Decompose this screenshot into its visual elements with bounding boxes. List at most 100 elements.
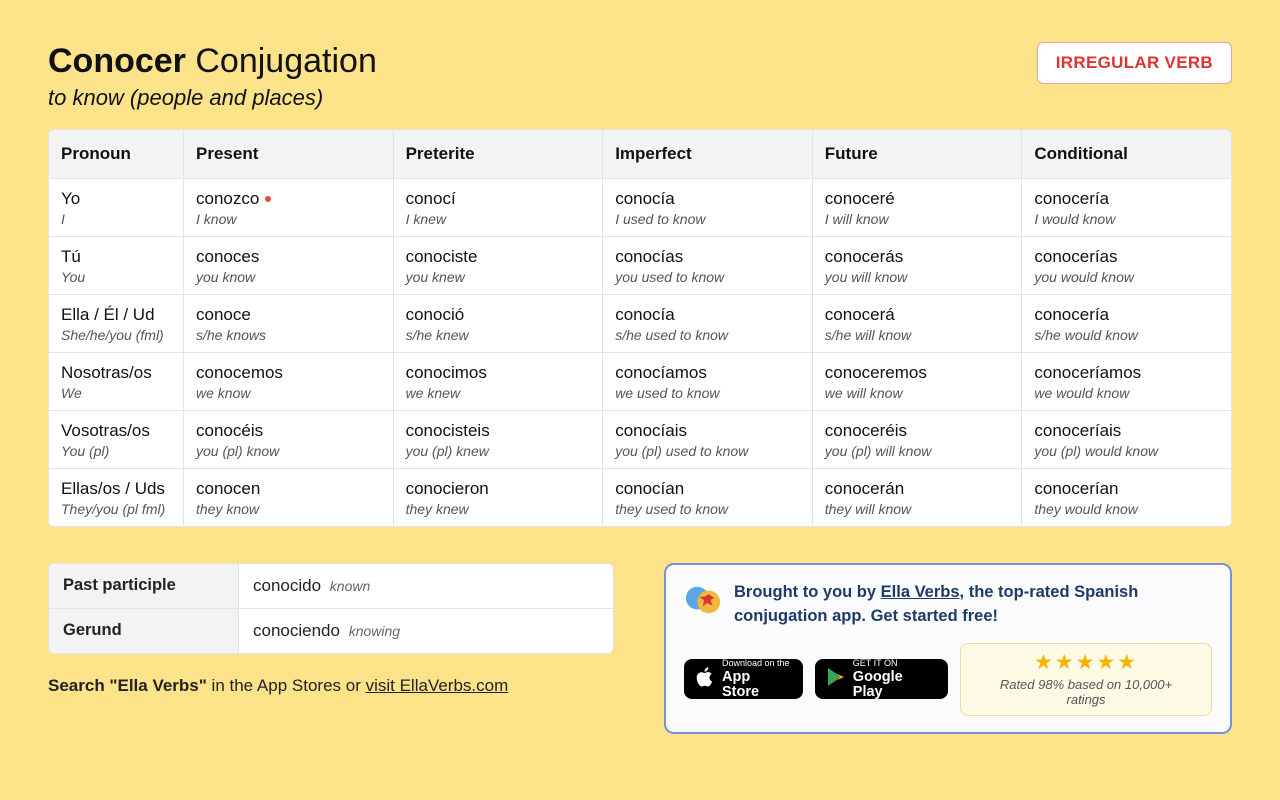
- form-es: conocías: [615, 247, 800, 267]
- verb-name: Conocer: [48, 42, 186, 80]
- form-en: you will know: [825, 269, 1010, 285]
- conjugation-cell: conocías you used to know: [603, 236, 813, 294]
- column-header: Conditional: [1022, 130, 1231, 178]
- conjugation-cell: conocenthey know: [184, 468, 394, 526]
- form-es: conociste: [406, 247, 591, 267]
- conjugation-cell: conoceríanthey would know: [1022, 468, 1231, 526]
- pronoun-es: Tú: [61, 247, 171, 267]
- conjugation-cell: conocería I would know: [1022, 178, 1231, 236]
- play-big: Google Play: [853, 670, 936, 699]
- conjugation-cell: conocemoswe know: [184, 352, 394, 410]
- conjugation-cell: conocíaisyou (pl) used to know: [603, 410, 813, 468]
- form-en: they will know: [825, 501, 1010, 517]
- conjugation-cell: conocimos we knew: [394, 352, 604, 410]
- form-en: I used to know: [615, 211, 800, 227]
- column-header: Future: [813, 130, 1023, 178]
- promo-before: Brought to you by: [734, 583, 881, 601]
- pronoun-en: I: [61, 211, 171, 227]
- pronoun-en: You: [61, 269, 171, 285]
- form-en: s/he will know: [825, 327, 1010, 343]
- irregular-dot-icon: [265, 196, 271, 202]
- table-row: Vosotras/osYou (pl)conocéisyou (pl) know…: [49, 410, 1231, 468]
- form-es: conoceremos: [825, 363, 1010, 383]
- google-play-button[interactable]: GET IT ON Google Play: [815, 659, 948, 699]
- title-block: Conocer Conjugation to know (people and …: [48, 42, 377, 111]
- form-en: you (pl) will know: [825, 443, 1010, 459]
- form-es: conocían: [615, 479, 800, 499]
- form-es: conocimos: [406, 363, 591, 383]
- table-row: Ella / Él / UdShe/he/you (fml)conoces/he…: [49, 294, 1231, 352]
- promo-top: Brought to you by Ella Verbs, the top-ra…: [684, 581, 1212, 629]
- form-es: conocí: [406, 189, 591, 209]
- form-es: conocerás: [825, 247, 1010, 267]
- table-row: YoIconozcoI knowconocíI knewconocíaI use…: [49, 178, 1231, 236]
- visit-link[interactable]: visit EllaVerbs.com: [366, 676, 509, 695]
- form-en: s/he knows: [196, 327, 381, 343]
- form-en: I knew: [406, 211, 591, 227]
- conjugation-cell: conoceríaisyou (pl) would know: [1022, 410, 1231, 468]
- form-en: we will know: [825, 385, 1010, 401]
- conjugation-cell: conoces/he knows: [184, 294, 394, 352]
- pronoun-cell: Tú You: [49, 236, 184, 294]
- pronoun-cell: Ellas/os / UdsThey/you (pl fml): [49, 468, 184, 526]
- conjugation-cell: conocerán they will know: [813, 468, 1023, 526]
- form-es: conocerán: [825, 479, 1010, 499]
- conjugation-cell: conoceremos we will know: [813, 352, 1023, 410]
- conjugation-cell: conocías/he used to know: [603, 294, 813, 352]
- form-en: you (pl) used to know: [615, 443, 800, 459]
- conjugation-cell: conocerás you will know: [813, 236, 1023, 294]
- form-en: we used to know: [615, 385, 800, 401]
- pronoun-en: We: [61, 385, 171, 401]
- form-en: I will know: [825, 211, 1010, 227]
- form-es: conoces: [196, 247, 381, 267]
- form-es: conoceréis: [825, 421, 1010, 441]
- lower-section: Past participleconocido knownGerundconoc…: [48, 563, 1232, 734]
- table-row: Nosotras/osWeconocemoswe know conocimos we…: [49, 352, 1231, 410]
- form-en: s/he would know: [1034, 327, 1219, 343]
- form-en: s/he knew: [406, 327, 591, 343]
- column-header: Present: [184, 130, 394, 178]
- forms-table: Past participleconocido knownGerundconoc…: [48, 563, 614, 654]
- form-label: Past participle: [49, 564, 239, 608]
- appstore-small: Download on the: [722, 659, 791, 668]
- form-en: they would know: [1034, 501, 1219, 517]
- promo-box: Brought to you by Ella Verbs, the top-ra…: [664, 563, 1232, 734]
- play-icon: [827, 667, 845, 692]
- column-header: Pronoun: [49, 130, 184, 178]
- apple-icon: [696, 666, 714, 693]
- form-value: conocido known: [239, 564, 613, 608]
- search-line: Search "Ella Verbs" in the App Stores or…: [48, 676, 614, 696]
- form-en: I would know: [1034, 211, 1219, 227]
- pronoun-cell: Nosotras/osWe: [49, 352, 184, 410]
- form-es: conocía: [615, 189, 800, 209]
- conjugation-cell: conocesyou know: [184, 236, 394, 294]
- column-header: Imperfect: [603, 130, 813, 178]
- form-en: we knew: [406, 385, 591, 401]
- table-row: TúYouconocesyou knowconocisteyou knewcon…: [49, 236, 1231, 294]
- conjugation-cell: conocéisyou (pl) know: [184, 410, 394, 468]
- conjugation-cell: conocieronthey knew: [394, 468, 604, 526]
- form-es: conocería: [1034, 189, 1219, 209]
- app-icon: [684, 581, 722, 619]
- form-row: Gerundconociendo knowing: [49, 608, 613, 653]
- form-en: we would know: [1034, 385, 1219, 401]
- form-es: conocisteis: [406, 421, 591, 441]
- form-en: they used to know: [615, 501, 800, 517]
- conjugation-cell: conocisteisyou (pl) knew: [394, 410, 604, 468]
- app-name-link[interactable]: Ella Verbs: [881, 583, 960, 601]
- conjugation-table: PronounPresentPreteriteImperfectFutureCo…: [48, 129, 1232, 527]
- rating-box: ★★★★★ Rated 98% based on 10,000+ ratings: [960, 643, 1212, 716]
- app-store-button[interactable]: Download on the App Store: [684, 659, 803, 699]
- table-header-row: PronounPresentPreteriteImperfectFutureCo…: [49, 130, 1231, 178]
- conjugation-cell: conoceréis you (pl) will know: [813, 410, 1023, 468]
- form-es: conoceré: [825, 189, 1010, 209]
- page-header: Conocer Conjugation to know (people and …: [48, 42, 1232, 111]
- form-es: conocerías: [1034, 247, 1219, 267]
- form-en: they knew: [406, 501, 591, 517]
- verb-meaning: to know (people and places): [48, 85, 377, 111]
- conjugation-cell: conocisteyou knew: [394, 236, 604, 294]
- conjugation-cell: conocían they used to know: [603, 468, 813, 526]
- form-es: conocería: [1034, 305, 1219, 325]
- form-en: you used to know: [615, 269, 800, 285]
- form-es: conocéis: [196, 421, 381, 441]
